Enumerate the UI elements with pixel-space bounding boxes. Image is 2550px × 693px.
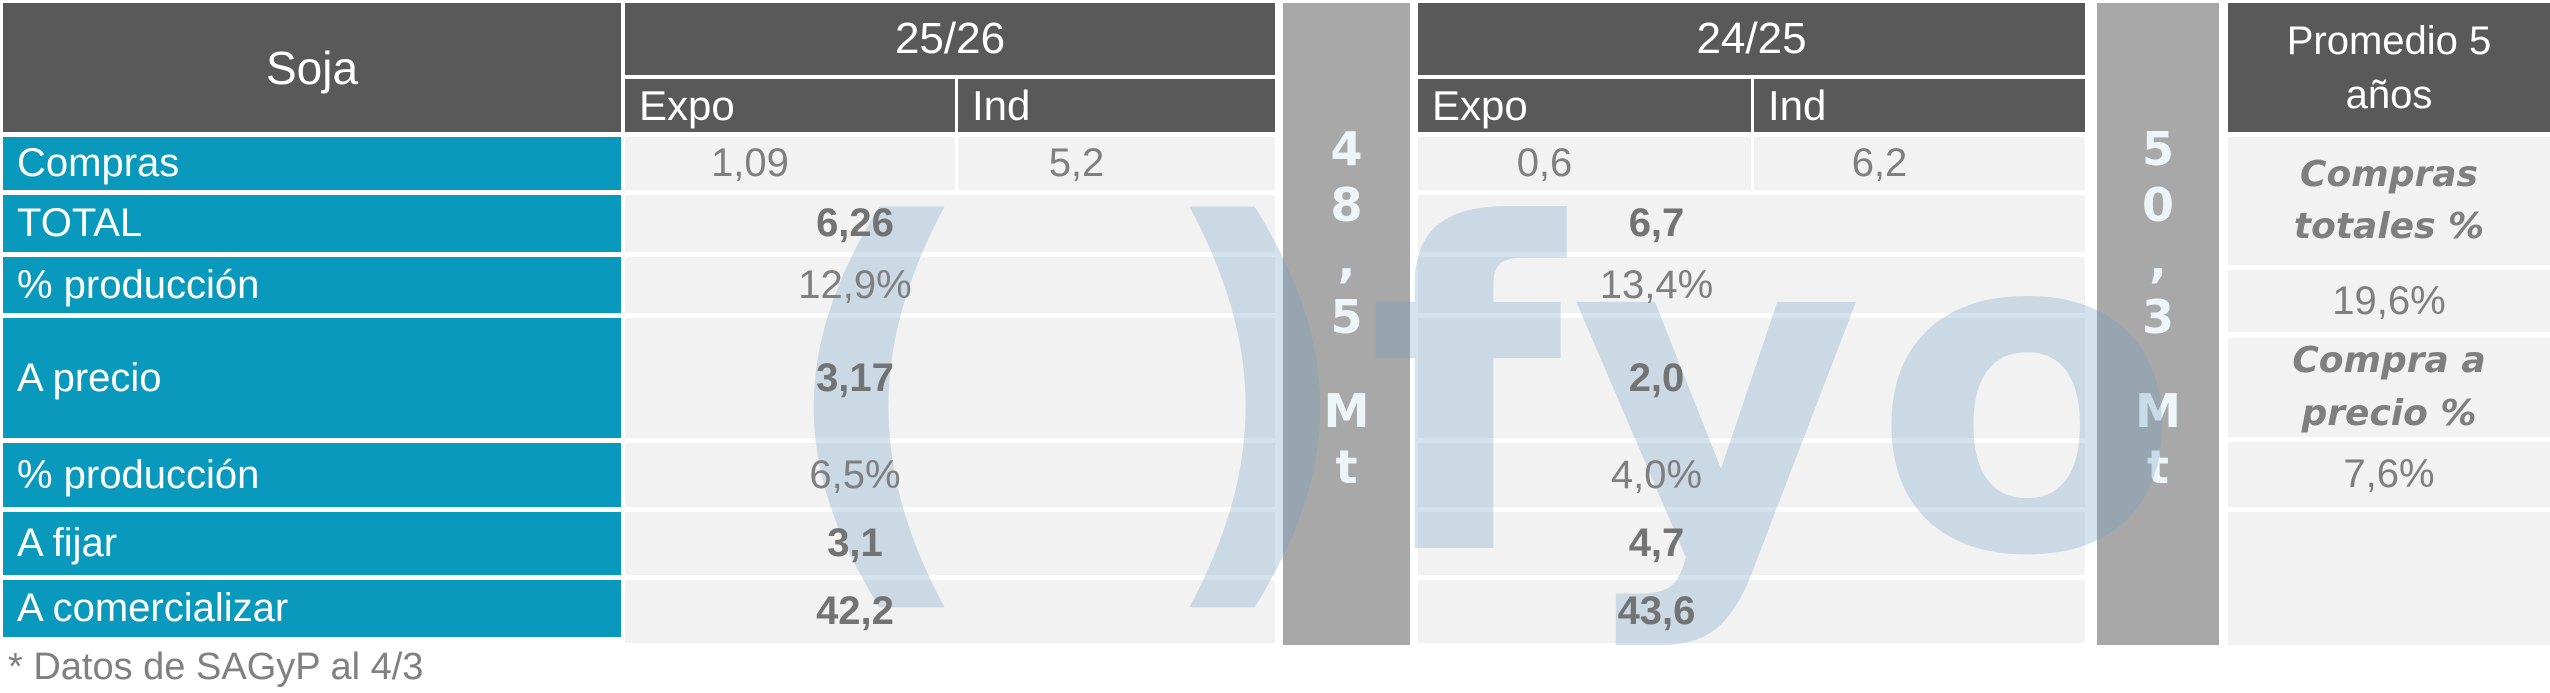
promedio-value-compra-a-precio: 7,6% [2228,442,2550,507]
value-compras-2425-ind: 6,2 [1754,137,2085,190]
value-pct2-2425: 4,0% [1418,443,2085,507]
row-label-a-comercializar: A comercializar [3,580,621,637]
value-compras-2526-expo: 1,09 [625,137,955,190]
value-pct1-2425: 13,4% [1418,257,2085,313]
row-label-a-precio: A precio [3,318,621,438]
value-a-comercializar-2425: 43,6 [1418,580,2085,643]
promedio-label-compra-a-precio: Compra a precio % [2228,338,2550,437]
value-compras-2425-expo: 0,6 [1418,137,1751,190]
subheader-2425-ind: Ind [1754,79,2085,132]
row-label-pct-produccion-2: % producción [3,443,621,507]
subheader-2526-ind: Ind [958,79,1275,132]
value-compras-2526-ind: 5,2 [958,137,1275,190]
value-a-fijar-2526: 3,1 [625,512,1275,575]
value-a-precio-2425: 2,0 [1418,318,2085,438]
table-title-soja: Soja [3,3,621,132]
subheader-2526-expo: Expo [625,79,955,132]
row-label-total: TOTAL [3,195,621,252]
total-bar-2425: 5 0 , 3 M t [2097,3,2219,645]
value-pct2-2526: 6,5% [625,443,1275,507]
value-a-comercializar-2526: 42,2 [625,580,1275,643]
season-header-2425: 24/25 [1418,3,2085,75]
promedio-header: Promedio 5 años [2228,3,2550,132]
value-total-2425: 6,7 [1418,195,2085,252]
promedio-empty-cell [2228,512,2550,645]
season-header-2526: 25/26 [625,3,1275,75]
value-a-precio-2526: 3,17 [625,318,1275,438]
value-pct1-2526: 12,9% [625,257,1275,313]
row-label-a-fijar: A fijar [3,512,621,575]
value-a-fijar-2425: 4,7 [1418,512,2085,575]
promedio-value-compras-totales: 19,6% [2228,270,2550,332]
value-total-2526: 6,26 [625,195,1275,252]
promedio-label-compras-totales: Compras totales % [2228,137,2550,265]
footnote-source: * Datos de SAGyP al 4/3 [8,646,424,688]
subheader-2425-expo: Expo [1418,79,1751,132]
row-label-compras: Compras [3,137,621,190]
row-label-pct-produccion-1: % producción [3,257,621,313]
total-bar-2526: 4 8 , 5 M t [1283,3,1410,645]
